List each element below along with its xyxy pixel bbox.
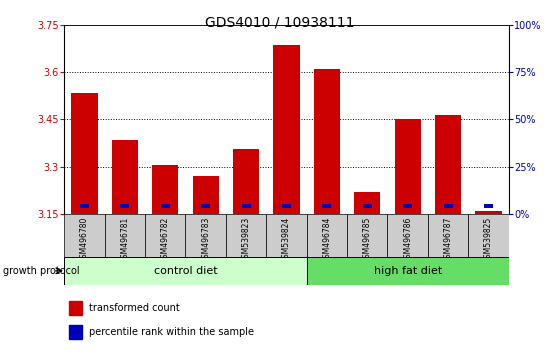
Bar <box>282 204 291 209</box>
Text: control diet: control diet <box>154 266 217 276</box>
Text: GSM496784: GSM496784 <box>323 216 331 263</box>
Bar <box>120 204 129 209</box>
Bar <box>323 204 331 209</box>
Text: growth protocol: growth protocol <box>3 266 79 276</box>
Text: GSM496781: GSM496781 <box>120 216 129 263</box>
Bar <box>186 214 226 257</box>
Text: GSM539825: GSM539825 <box>484 216 493 263</box>
Bar <box>363 204 372 209</box>
Text: GSM496782: GSM496782 <box>161 216 170 263</box>
Bar <box>484 204 493 209</box>
Bar <box>69 325 82 339</box>
Bar <box>435 115 461 214</box>
Text: GSM496780: GSM496780 <box>80 216 89 263</box>
Text: GSM539824: GSM539824 <box>282 216 291 263</box>
Text: GSM496783: GSM496783 <box>201 216 210 263</box>
Text: GDS4010 / 10938111: GDS4010 / 10938111 <box>205 16 354 30</box>
Bar <box>72 93 98 214</box>
Bar <box>307 214 347 257</box>
Bar <box>105 214 145 257</box>
Text: GSM496786: GSM496786 <box>403 216 412 263</box>
Bar <box>80 204 89 209</box>
Bar <box>226 214 266 257</box>
Bar <box>314 69 340 214</box>
Bar <box>152 165 178 214</box>
Text: GSM539823: GSM539823 <box>241 216 250 263</box>
Bar <box>201 204 210 209</box>
Bar <box>444 204 453 209</box>
Bar <box>266 214 307 257</box>
Bar <box>241 204 250 209</box>
Bar <box>428 214 468 257</box>
Bar <box>395 119 421 214</box>
Bar <box>307 257 509 285</box>
Text: GSM496787: GSM496787 <box>444 216 453 263</box>
Bar <box>192 176 219 214</box>
Bar <box>64 257 307 285</box>
Bar <box>273 45 300 214</box>
Text: GSM496785: GSM496785 <box>363 216 372 263</box>
Text: transformed count: transformed count <box>89 303 179 313</box>
Bar <box>347 214 387 257</box>
Text: high fat diet: high fat diet <box>373 266 442 276</box>
Bar <box>403 204 412 209</box>
Bar <box>145 214 186 257</box>
Bar <box>468 214 509 257</box>
Bar <box>161 204 170 209</box>
Bar <box>233 149 259 214</box>
Bar <box>387 214 428 257</box>
Bar <box>64 214 105 257</box>
Bar <box>69 301 82 315</box>
Bar <box>112 140 138 214</box>
Bar <box>475 211 501 214</box>
Bar <box>354 192 381 214</box>
Text: percentile rank within the sample: percentile rank within the sample <box>89 327 254 337</box>
